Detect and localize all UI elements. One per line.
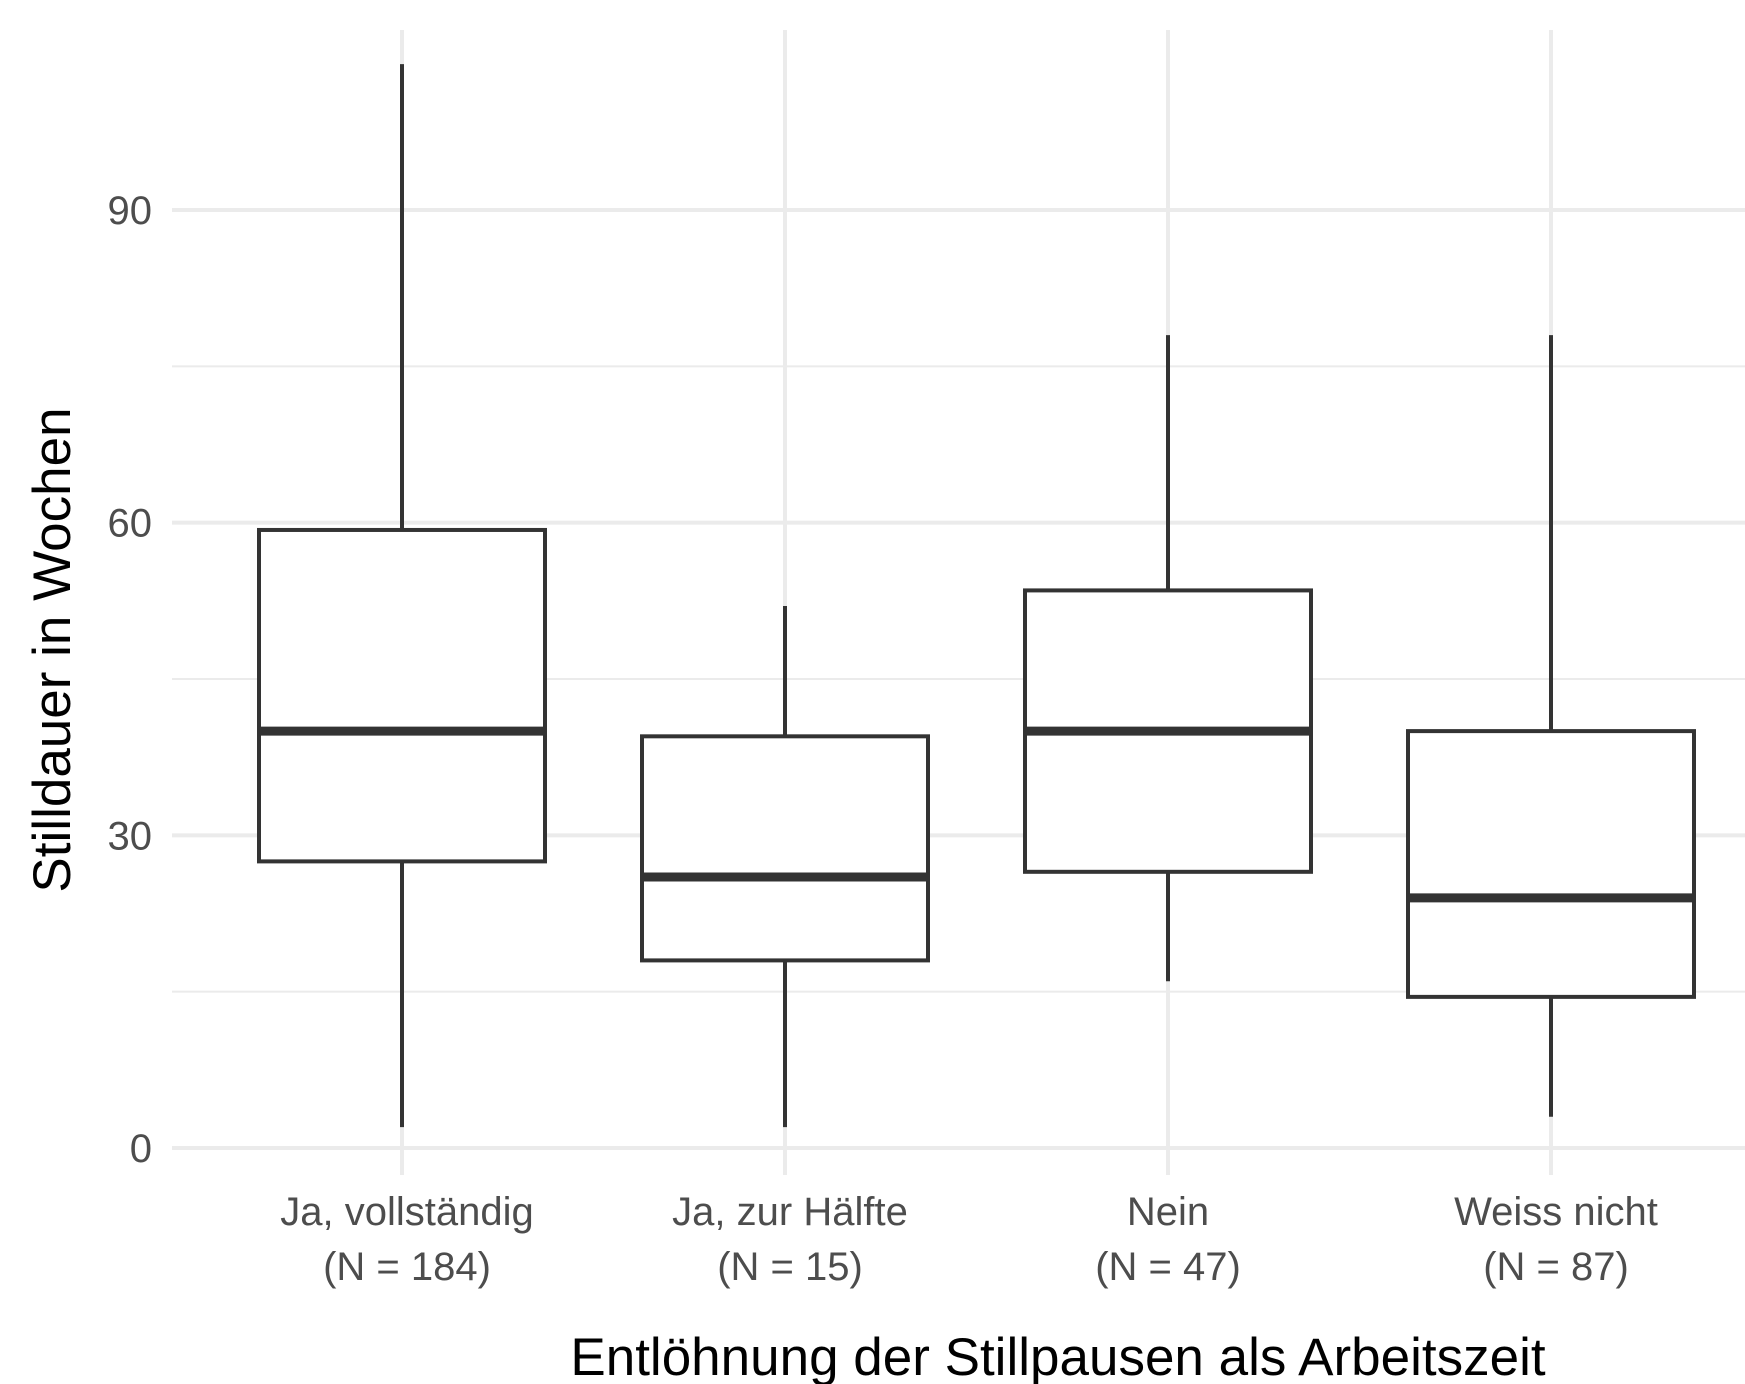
grid-layer: [172, 30, 1745, 1175]
x-tick-label-line2: (N = 87): [1483, 1245, 1629, 1289]
box: [640, 734, 930, 963]
y-axis-title: Stilldauer in Wochen: [23, 407, 82, 892]
x-axis-ticks: Ja, vollständig (N = 184) Ja, zur Hälfte (N…: [280, 1190, 1658, 1289]
box-group: [1023, 335, 1313, 982]
box-group: [1406, 335, 1696, 1117]
boxes-layer: [257, 64, 1696, 1128]
box-group: [257, 64, 547, 1128]
x-tick-label-line1: Weiss nicht: [1454, 1190, 1658, 1234]
y-axis-ticks: 0 30 60 90: [108, 189, 153, 1171]
box-group: [640, 606, 930, 1128]
x-tick-label-line2: (N = 47): [1095, 1245, 1241, 1289]
x-tick-label-line2: (N = 184): [323, 1245, 491, 1289]
x-tick-label-line1: Ja, vollständig: [280, 1190, 533, 1234]
x-tick-label-line1: Ja, zur Hälfte: [672, 1190, 908, 1234]
y-tick-label: 60: [108, 502, 153, 546]
x-tick-label-line1: Nein: [1127, 1190, 1209, 1234]
y-tick-label: 90: [108, 189, 153, 233]
box: [257, 527, 547, 864]
y-tick-label: 30: [108, 814, 153, 858]
x-tick-label-line2: (N = 15): [717, 1245, 863, 1289]
x-axis-title: Entlöhnung der Stillpausen als Arbeitsze…: [570, 1328, 1545, 1384]
box: [1406, 729, 1696, 999]
y-tick-label: 0: [130, 1127, 152, 1171]
